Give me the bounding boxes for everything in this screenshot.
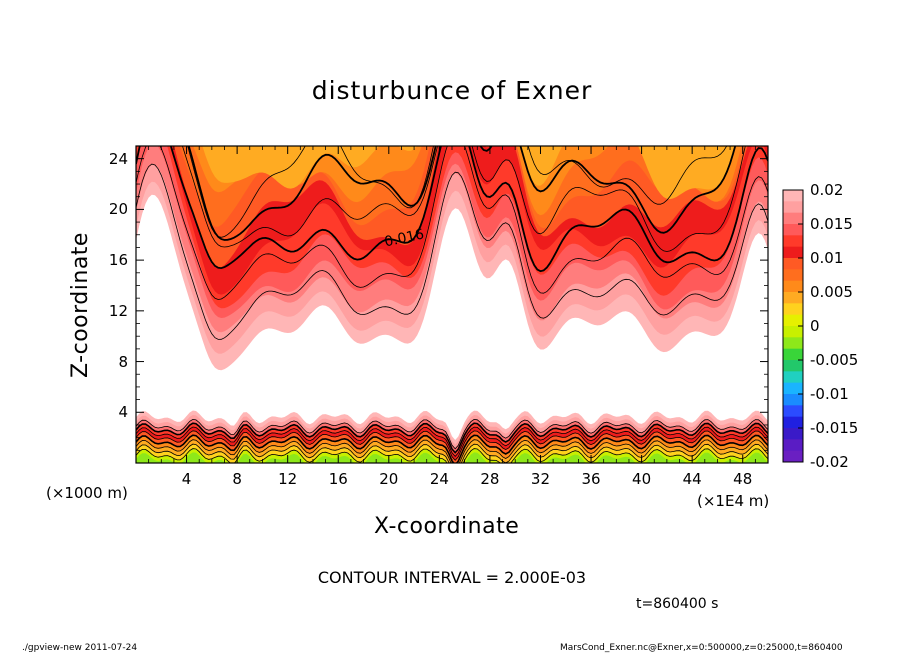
- x-tick-label: 16: [328, 470, 348, 488]
- colorbar-swatch: [783, 190, 803, 202]
- contour-line: [136, 443, 768, 463]
- colorbar-swatch: [783, 212, 803, 225]
- x-tick-label: 24: [429, 470, 449, 488]
- colorbar-tick-label: -0.01: [810, 385, 849, 403]
- contour-line: [182, 146, 746, 252]
- colorbar-tick-label: -0.005: [810, 351, 859, 369]
- colorbar-swatch: [783, 258, 803, 270]
- contour-line: [136, 418, 768, 450]
- colorbar-swatch: [783, 201, 803, 214]
- colorbar-swatch: [783, 280, 803, 293]
- contour-line: [187, 146, 737, 241]
- upper-contour-band: [202, 146, 735, 200]
- y-tick-label: 12: [108, 301, 128, 320]
- y-tick-label: 16: [108, 251, 128, 270]
- contour-line: [136, 439, 768, 463]
- x-tick-label: 44: [682, 470, 702, 488]
- colorbar-swatch: [783, 360, 803, 372]
- y-axis-label: Z-coordinate: [68, 232, 93, 378]
- x-tick-label: 40: [632, 470, 652, 488]
- colorbar-tick-label: -0.015: [810, 419, 859, 437]
- upper-contour-band: [193, 146, 742, 216]
- x-tick-label: 28: [480, 470, 500, 488]
- x-tick-label: 12: [278, 470, 298, 488]
- time-label: t=860400 s: [636, 596, 719, 612]
- contour-line: [136, 426, 768, 458]
- footer-right: MarsCond_Exner.nc@Exner,x=0:500000,z=0:2…: [560, 643, 843, 653]
- y-tick-label: 8: [118, 352, 128, 371]
- colorbar-tick-label: -0.02: [810, 453, 849, 471]
- contour-line: [136, 422, 768, 454]
- colorbar-swatch: [783, 405, 803, 418]
- x-tick-label: 36: [581, 470, 601, 488]
- contour-line: [136, 146, 768, 273]
- colorbar-tick-label: 0: [810, 317, 820, 335]
- colorbar-swatch: [783, 235, 803, 248]
- contour-line: [136, 430, 768, 461]
- colorbar-swatch: [783, 439, 803, 452]
- colorbar-swatch: [783, 382, 803, 395]
- colorbar-swatch: [783, 303, 803, 316]
- contour-line: [136, 146, 768, 300]
- x-tick-label: 8: [232, 470, 242, 488]
- colorbar-swatch: [783, 416, 803, 429]
- colorbar-swatch: [783, 246, 803, 259]
- x-tick-label: 48: [733, 470, 753, 488]
- colorbar-tick-label: 0.02: [810, 181, 844, 199]
- colorbar-swatch: [783, 326, 803, 338]
- y-tick-label: 24: [108, 149, 128, 168]
- colorbar-swatch: [783, 394, 803, 406]
- colorbar-swatch: [783, 269, 803, 282]
- colorbar-swatch: [783, 450, 803, 463]
- contour-fields: 0.016: [136, 146, 768, 463]
- colorbar-swatch: [783, 337, 803, 350]
- x-tick-label: 32: [530, 470, 551, 488]
- colorbar-swatch: [783, 371, 803, 384]
- lower-contour-band: [136, 452, 768, 463]
- colorbar-swatch: [783, 428, 803, 440]
- y-tick-label: 20: [108, 200, 128, 219]
- colorbar-tick-label: 0.005: [810, 283, 853, 301]
- x-axis-label: X-coordinate: [374, 514, 520, 539]
- footer-left: ./gpview-new 2011-07-24: [22, 643, 138, 653]
- contour-line: [136, 448, 768, 463]
- colorbar-tick-label: 0.01: [810, 249, 844, 267]
- x-tick-label: 20: [379, 470, 399, 488]
- colorbar-swatch: [783, 348, 803, 361]
- chart-title: disturbunce of Exner: [311, 76, 593, 105]
- x-axis-unit: (×1E4 m): [697, 492, 770, 510]
- upper-contour-band: [174, 146, 768, 269]
- contour-interval-text: CONTOUR INTERVAL = 2.000E-03: [317, 568, 587, 587]
- colorbar-swatch: [783, 224, 803, 236]
- colorbar-swatch: [783, 314, 803, 327]
- colorbar-tick-label: 0.015: [810, 215, 853, 233]
- contour-line: [187, 146, 728, 238]
- x-tick-label: 4: [181, 470, 192, 488]
- colorbar-swatch: [783, 292, 803, 304]
- y-tick-label: 4: [118, 403, 128, 422]
- y-axis-unit: (×1000 m): [46, 484, 128, 502]
- contour-line: [136, 163, 768, 340]
